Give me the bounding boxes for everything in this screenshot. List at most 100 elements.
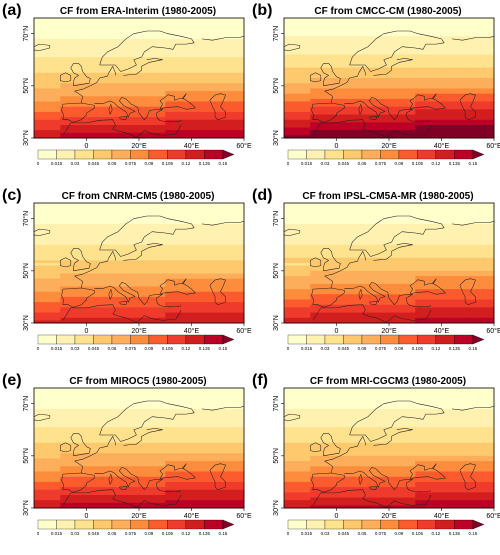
colorbar-label: 0.075	[125, 346, 137, 351]
cf-field-cell	[112, 424, 140, 428]
cf-field-cell	[191, 104, 219, 108]
cf-field-cell	[34, 44, 61, 48]
cf-field-cell	[60, 273, 87, 277]
cf-field-cell	[86, 320, 114, 324]
cf-field-cell	[60, 487, 87, 491]
cf-field-cell	[389, 283, 416, 287]
cf-field-cell	[284, 484, 311, 488]
cf-field-cell	[60, 46, 87, 50]
cf-field-cell	[86, 497, 114, 501]
coastline	[349, 400, 445, 442]
panel-letter: (d)	[252, 187, 273, 204]
cf-field-cell	[441, 234, 469, 238]
coastline	[201, 36, 244, 41]
cf-field-cell	[191, 481, 219, 486]
cf-field-cell	[467, 44, 495, 48]
cf-field-cell	[389, 484, 416, 488]
cf-field-cell	[362, 119, 390, 123]
cf-field-cell	[60, 106, 87, 110]
cf-field-cell	[165, 231, 192, 235]
cf-field-cell	[112, 57, 140, 61]
cf-field-cell	[389, 453, 416, 457]
cf-field-cell	[86, 229, 114, 233]
cf-field-cell	[34, 231, 61, 235]
cf-field-cell	[362, 270, 390, 274]
cf-field-cell	[336, 273, 364, 277]
cf-field-cell	[415, 46, 442, 50]
cf-field-cell	[284, 124, 311, 129]
cf-field-cell	[336, 492, 364, 496]
lon-tick-label: 60°E	[236, 142, 252, 150]
cf-field-cell	[310, 260, 337, 264]
cf-field-cell	[415, 252, 442, 256]
cf-field-cell	[139, 109, 166, 113]
cf-field-cell	[165, 122, 192, 126]
cf-field-cell	[112, 500, 140, 504]
cf-field-cell	[112, 463, 140, 467]
cf-field-cell	[165, 88, 192, 92]
cf-field-cell	[139, 31, 166, 35]
cf-field-cell	[165, 132, 192, 136]
cf-field-cell	[191, 463, 219, 467]
cf-field-cell	[389, 408, 416, 412]
cf-field-cell	[60, 276, 87, 280]
cf-field-cell	[441, 289, 469, 293]
cf-field-cell	[441, 479, 469, 483]
cf-field-cell	[284, 471, 311, 475]
cf-field-cell	[139, 453, 166, 457]
cf-field-cell	[284, 461, 311, 465]
cf-field-cell	[165, 320, 192, 324]
cf-field-cell	[415, 67, 442, 71]
cf-field-cell	[310, 31, 337, 35]
cf-field-cell	[112, 489, 140, 493]
cf-field-cell	[389, 231, 416, 235]
cf-field-cell	[310, 111, 337, 116]
cf-field-cell	[34, 132, 61, 136]
cf-field-cell	[284, 93, 311, 97]
cf-field-cell	[284, 132, 311, 136]
cf-field-cell	[441, 453, 469, 457]
cf-field-cell	[415, 130, 442, 134]
cf-field-cell	[310, 33, 337, 37]
cf-field-cell	[441, 38, 469, 42]
cf-field-cell	[112, 479, 140, 483]
cf-field-cell	[441, 307, 469, 311]
cf-field-cell	[467, 502, 495, 506]
cf-field-cell	[389, 124, 416, 129]
cf-field-cell	[34, 471, 61, 475]
cf-field-cell	[165, 406, 192, 410]
colorbar-label: 0	[37, 161, 40, 166]
cf-field-cell	[60, 283, 87, 287]
cf-field-cell	[217, 268, 245, 272]
cf-field-cell	[86, 44, 114, 48]
cf-field-cell	[34, 500, 61, 504]
cf-field-cell	[284, 46, 311, 50]
cf-field-cell	[112, 252, 140, 256]
cf-field-cell	[34, 455, 61, 459]
cf-field-cell	[336, 484, 364, 488]
cf-field-cell	[34, 458, 61, 462]
cf-field-cell	[60, 296, 87, 301]
cf-field-cell	[217, 135, 245, 139]
cf-field-cell	[336, 257, 364, 261]
cf-field-cell	[389, 414, 416, 418]
cf-field-cell	[467, 448, 495, 452]
colorbar-bin	[380, 334, 400, 345]
cf-field-cell	[415, 117, 442, 121]
cf-field-cell	[389, 257, 416, 261]
cf-field-cell	[310, 502, 337, 506]
cf-field-cell	[217, 62, 245, 66]
cf-field-cell	[191, 135, 219, 139]
cf-field-cell	[467, 208, 495, 212]
cf-field-cell	[139, 461, 166, 465]
cf-field-cell	[336, 320, 364, 324]
cf-field-cell	[139, 505, 166, 509]
cf-field-cell	[139, 18, 166, 22]
cf-field-cell	[336, 75, 364, 79]
cf-field-cell	[415, 393, 442, 397]
cf-field-cell	[86, 440, 114, 444]
cf-field-cell	[389, 424, 416, 428]
cf-field-cell	[217, 218, 245, 222]
cf-field-cell	[191, 20, 219, 24]
cf-field-cell	[60, 111, 87, 116]
